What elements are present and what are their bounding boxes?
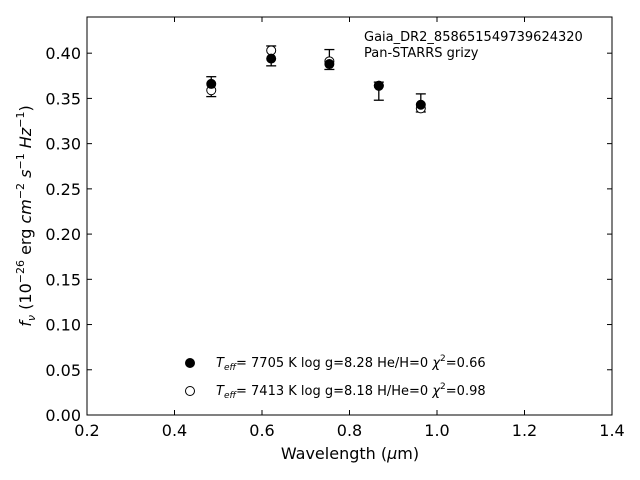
x-axis-title: Wavelength (μm) [281, 444, 419, 463]
annotation-object-id: Gaia_DR2_858651549739624320 [364, 30, 583, 45]
legend-entry-1: Teff= 7705 K log g=8.28 He/H=0 χ2=0.66 [216, 354, 486, 373]
model-point-filled [415, 99, 426, 110]
model-point-filled [324, 59, 335, 70]
data-marks [206, 45, 426, 114]
x-axis-ticks: 0.2 0.4 0.6 0.8 1.0 1.2 1.4 [74, 17, 625, 440]
y-tick-label: 0.30 [45, 135, 81, 154]
y-tick-label: 0.35 [45, 89, 81, 108]
x-tick-label: 0.8 [337, 421, 362, 440]
y-tick-label: 0.00 [45, 406, 81, 425]
model-point-filled [206, 78, 217, 89]
y-axis-ticks: 0.00 0.05 0.10 0.15 0.20 0.25 0.30 0.35 0.40 [45, 44, 612, 425]
y-tick-label: 0.05 [45, 361, 81, 380]
legend-marker-filled [185, 358, 195, 368]
x-tick-label: 1.2 [512, 421, 537, 440]
legend-marker-open [185, 386, 195, 396]
x-tick-label: 1.0 [424, 421, 449, 440]
y-tick-label: 0.10 [45, 316, 81, 335]
model-point-filled [373, 80, 384, 91]
x-tick-label: 0.2 [74, 421, 99, 440]
x-tick-label: 0.4 [162, 421, 187, 440]
y-axis-title: fν (10−26 erg cm−2 s−1 Hz−1) [14, 105, 38, 326]
model-point-filled [266, 53, 277, 64]
x-tick-label: 0.6 [249, 421, 274, 440]
legend: Teff= 7705 K log g=8.28 He/H=0 χ2=0.66 T… [185, 354, 486, 401]
annotation-survey: Pan-STARRS grizy [364, 46, 479, 61]
x-tick-label: 1.4 [599, 421, 624, 440]
legend-entry-2: Teff= 7413 K log g=8.18 H/He=0 χ2=0.98 [216, 382, 486, 401]
y-tick-label: 0.25 [45, 180, 81, 199]
y-tick-label: 0.15 [45, 270, 81, 289]
y-tick-label: 0.20 [45, 225, 81, 244]
y-tick-label: 0.40 [45, 44, 81, 63]
